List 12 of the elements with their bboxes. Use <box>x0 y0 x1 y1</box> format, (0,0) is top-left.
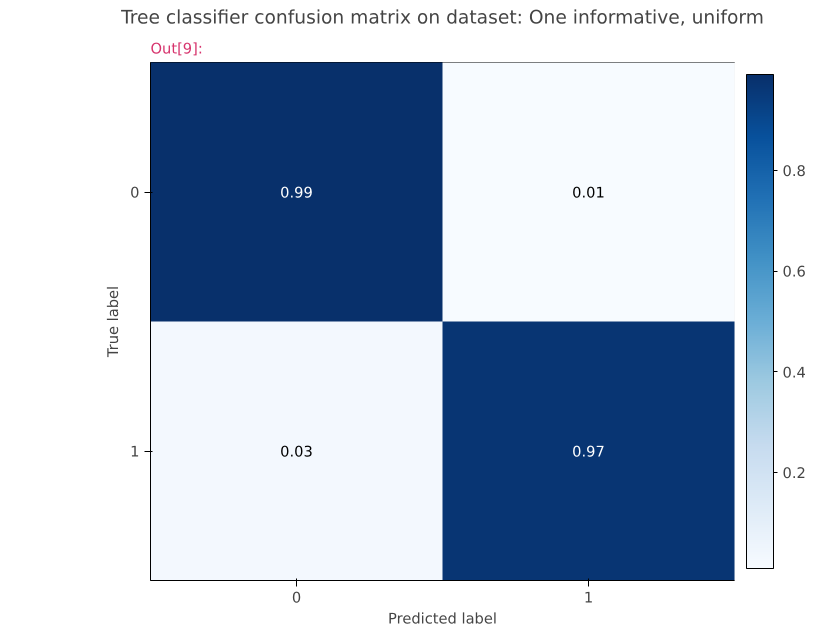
data-label: 0.01 <box>572 184 605 202</box>
x-axis-title: Predicted label <box>388 610 497 628</box>
data-label: 0.99 <box>280 184 313 202</box>
data-label: 0.03 <box>280 444 313 460</box>
data-label: 0.97 <box>572 444 605 460</box>
color-bar-label: 0.4 <box>782 364 806 382</box>
color-bar-label: 0.2 <box>782 465 806 482</box>
text: Out[9]: <box>150 40 203 58</box>
color-bar-label: 0.8 <box>782 162 806 180</box>
y-axis-title: True label <box>105 286 122 358</box>
color-bar-label: 0.6 <box>782 264 806 281</box>
chart-title: Tree classifier confusion matrix on dataset: One informative, uniform <box>120 8 764 28</box>
